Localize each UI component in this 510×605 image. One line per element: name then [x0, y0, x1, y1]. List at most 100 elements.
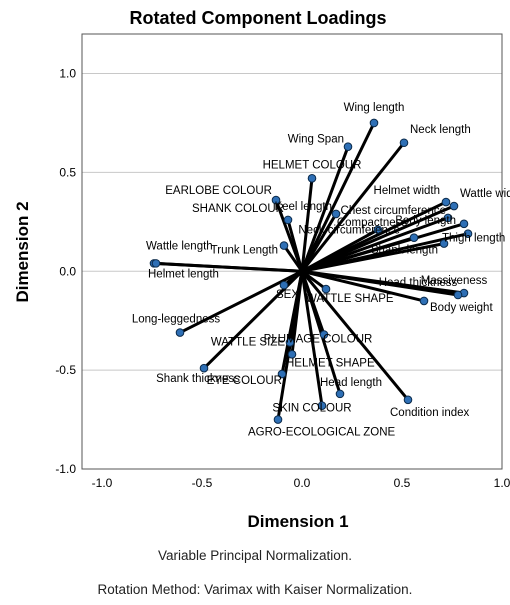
label-shank-colour: SHANK COLOUR: [192, 203, 284, 215]
x-axis-ticks: -1.0 -0.5 0.0 0.5 1.0: [92, 476, 510, 490]
label-helmet-length: Helmet length: [148, 268, 219, 280]
label-neck-length: Neck length: [410, 124, 471, 136]
vector-shank-length: [300, 242, 446, 273]
point-helmet-shape: [287, 350, 297, 359]
point-neck-length: [399, 138, 409, 148]
point-wing-length: [369, 118, 379, 128]
point-long-leggedness: [175, 328, 185, 337]
vector-skin-colour: [300, 269, 324, 408]
point-neck-circumference: [409, 233, 419, 242]
vector-helmet-colour: [300, 176, 314, 273]
point-wattle-size: [285, 338, 295, 347]
label-shank-thickness: Shank thickness: [156, 373, 240, 385]
point-labels: Wing length Neck length Wing Span HELMET CO…: [132, 102, 510, 439]
point-head-length: [335, 389, 345, 399]
label-neck-circumference: Neck circumference: [298, 225, 400, 237]
x-tick-label: -0.5: [192, 476, 213, 490]
loading-points: [149, 118, 473, 424]
vector-body-weight: [300, 269, 426, 303]
label-helmet-colour: HELMET COLOUR: [263, 159, 362, 171]
x-tick-label: 1.0: [494, 476, 510, 490]
label-wing-length: Wing length: [344, 102, 405, 114]
label-long-leggedness: Long-leggedness: [132, 314, 220, 326]
label-shank-length: Shank length: [371, 245, 438, 257]
x-axis-title: Dimension 1: [247, 512, 348, 531]
label-body-weight: Body weight: [430, 302, 493, 314]
vector-long-leggedness: [178, 269, 304, 335]
x-tick-label: 0.0: [294, 476, 311, 490]
label-earlobe-colour: EARLOBE COLOUR: [165, 185, 272, 197]
rotation-method-note: Rotation Method: Varimax with Kaiser Nor…: [97, 582, 413, 597]
point-plumage-colour: [319, 330, 329, 339]
label-trunk-length: Trunk Length: [211, 245, 278, 257]
label-plumage-colour: PLUMAGE COLOUR: [264, 334, 373, 346]
vector-wing-span: [300, 145, 350, 273]
label-massiveness: Massiveness: [421, 275, 488, 287]
label-compactness: Compactness: [337, 217, 408, 229]
label-skin-colour: SKIN COLOUR: [272, 403, 351, 415]
point-thigh-length: [463, 229, 473, 239]
normalization-note: Variable Principal Normalization.: [157, 548, 353, 563]
point-body-weight: [419, 296, 429, 306]
point-agro-ecological-zone: [273, 415, 283, 424]
label-wattle-shape: WATTLE SHAPE: [306, 293, 394, 305]
label-wattle-width: Wattle width: [460, 188, 510, 200]
label-agro-ecological-zone: AGRO-ECOLOGICAL ZONE: [248, 427, 396, 439]
point-helmet-colour: [307, 174, 317, 183]
label-condition-index: Condition index: [390, 407, 470, 419]
point-sex: [279, 280, 289, 290]
y-tick-label: 1.0: [59, 67, 76, 81]
point-helmet-width: [441, 197, 451, 207]
label-helmet-shape: HELMET SHAPE: [286, 357, 375, 369]
vector-condition-index: [300, 269, 410, 402]
label-body-length: Body length: [395, 215, 456, 227]
label-sex: SEX: [276, 289, 299, 301]
label-head-thickness: Head thickness: [379, 277, 458, 289]
point-wattle-shape: [321, 284, 331, 294]
vector-wing-length: [300, 121, 376, 273]
label-eye-colour: EYE COLOUR: [207, 375, 282, 387]
y-tick-label: 0.5: [59, 165, 76, 179]
point-shank-thickness: [199, 363, 209, 373]
vector-compactness: [300, 228, 380, 273]
y-tick-label: -1.0: [55, 462, 76, 476]
vector-trunk-length: [282, 244, 304, 273]
point-helmet-length: [151, 259, 161, 268]
point-eye-colour: [277, 369, 287, 379]
label-wing-span: Wing Span: [288, 134, 344, 146]
x-tick-label: 0.5: [394, 476, 411, 490]
x-tick-label: -1.0: [92, 476, 113, 490]
point-wattle-width: [449, 201, 459, 211]
vector-shank-colour: [286, 218, 304, 273]
plot-frame: [81, 33, 503, 470]
point-shank-colour: [283, 215, 293, 225]
point-chest-circumference: [443, 213, 453, 223]
y-axis-ticks: -1.0 -0.5 0.0 0.5 1.0: [55, 67, 76, 476]
label-thigh-length: Thigh length: [442, 233, 505, 245]
y-tick-label: 0.0: [59, 264, 76, 278]
y-tick-label: -0.5: [55, 363, 76, 377]
point-keel-length: [331, 209, 341, 219]
label-wattle-size: WATTLE SIZE: [211, 336, 285, 348]
vector-head-thickness: [300, 269, 460, 297]
label-helmet-width: Helmet width: [374, 185, 440, 197]
label-chest-circumference: Chest circumference: [341, 205, 446, 217]
point-skin-colour: [317, 401, 327, 411]
point-trunk-length: [279, 241, 289, 250]
loadings-chart: Rotated Component Loadings -1.0 -0.5 0.0 0.…: [13, 8, 510, 531]
point-compactness: [373, 225, 383, 235]
chart-title: Rotated Component Loadings: [130, 8, 387, 28]
label-head-length: Head length: [320, 377, 382, 389]
y-axis-title: Dimension 2: [13, 201, 32, 302]
vector-chest-circumference: [300, 216, 450, 273]
vector-helmet-length: [154, 261, 304, 273]
vector-neck-length: [300, 141, 406, 273]
label-wattle-length: Wattle length: [146, 240, 213, 252]
point-condition-index: [403, 395, 413, 405]
label-keel-length: Keel length: [274, 201, 332, 213]
point-earlobe-colour: [271, 195, 281, 205]
point-body-length: [459, 219, 469, 229]
point-head-thickness: [453, 290, 463, 300]
point-shank-length: [439, 239, 449, 248]
vector-keel-length: [300, 212, 338, 273]
